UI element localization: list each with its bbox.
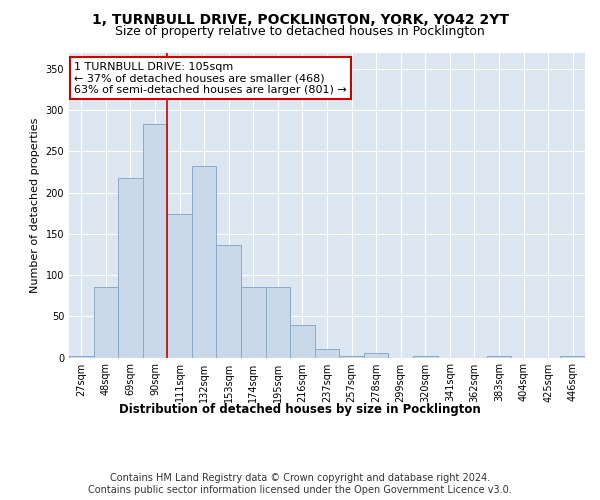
Bar <box>413 356 437 358</box>
Bar <box>118 178 143 358</box>
Bar <box>560 356 585 358</box>
Bar <box>94 286 118 358</box>
Text: Distribution of detached houses by size in Pocklington: Distribution of detached houses by size … <box>119 402 481 415</box>
Text: Contains HM Land Registry data © Crown copyright and database right 2024.
Contai: Contains HM Land Registry data © Crown c… <box>88 474 512 495</box>
Text: Size of property relative to detached houses in Pocklington: Size of property relative to detached ho… <box>115 25 485 38</box>
Bar <box>143 124 167 358</box>
Bar <box>241 288 266 358</box>
Text: 1, TURNBULL DRIVE, POCKLINGTON, YORK, YO42 2YT: 1, TURNBULL DRIVE, POCKLINGTON, YORK, YO… <box>91 12 509 26</box>
Bar <box>167 214 192 358</box>
Bar <box>339 356 364 358</box>
Bar <box>364 354 388 358</box>
Y-axis label: Number of detached properties: Number of detached properties <box>30 118 40 292</box>
Bar <box>315 350 339 358</box>
Bar <box>217 244 241 358</box>
Bar <box>487 356 511 358</box>
Bar <box>266 288 290 358</box>
Bar <box>192 166 217 358</box>
Text: 1 TURNBULL DRIVE: 105sqm
← 37% of detached houses are smaller (468)
63% of semi-: 1 TURNBULL DRIVE: 105sqm ← 37% of detach… <box>74 62 347 95</box>
Bar <box>69 356 94 358</box>
Bar <box>290 326 315 358</box>
